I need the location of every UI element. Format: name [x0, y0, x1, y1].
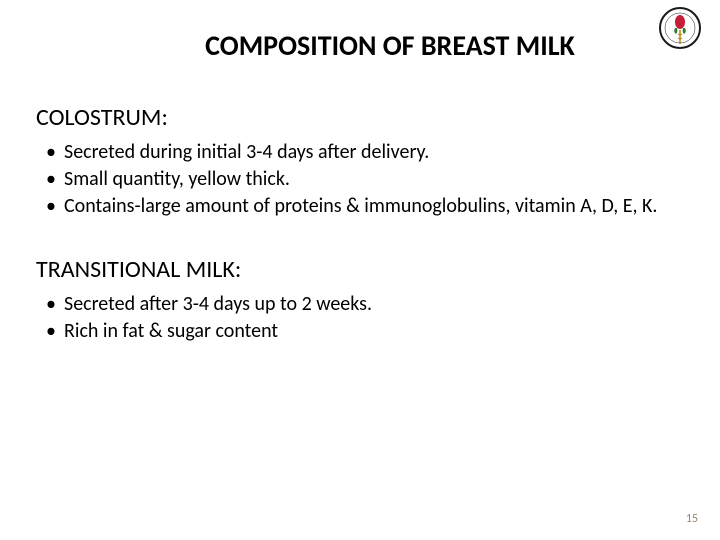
list-item: Secreted during initial 3-4 days after d…	[40, 140, 680, 165]
list-item: Small quantity, yellow thick.	[40, 167, 680, 192]
bullet-list-transitional: Secreted after 3-4 days up to 2 weeks. R…	[40, 292, 680, 344]
section-heading-transitional: TRANSITIONAL MILK:	[36, 255, 680, 284]
page-number: 15	[686, 512, 698, 526]
list-item: Contains-large amount of proteins & immu…	[40, 194, 680, 219]
list-item: Rich in fat & sugar content	[40, 319, 680, 344]
bullet-list-colostrum: Secreted during initial 3-4 days after d…	[40, 140, 680, 219]
slide-container: COMPOSITION OF BREAST MILK COLOSTRUM: Se…	[0, 0, 720, 540]
list-item: Secreted after 3-4 days up to 2 weeks.	[40, 292, 680, 317]
slide-title: COMPOSITION OF BREAST MILK	[100, 28, 680, 63]
org-logo	[658, 6, 702, 50]
section-heading-colostrum: COLOSTRUM:	[36, 103, 680, 132]
